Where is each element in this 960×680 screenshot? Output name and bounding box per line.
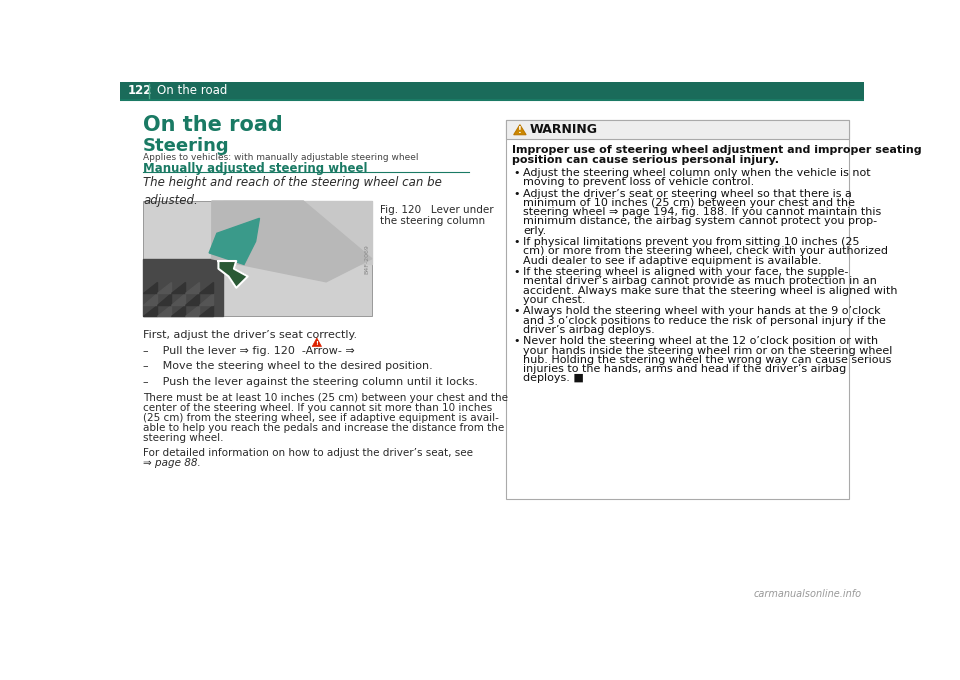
Polygon shape	[157, 293, 171, 305]
Text: accident. Always make sure that the steering wheel is aligned with: accident. Always make sure that the stee…	[523, 286, 898, 296]
Polygon shape	[514, 124, 526, 135]
Polygon shape	[209, 218, 259, 265]
Text: Audi dealer to see if adaptive equipment is available.: Audi dealer to see if adaptive equipment…	[523, 256, 822, 266]
Text: •: •	[514, 237, 520, 247]
Polygon shape	[199, 282, 213, 293]
Text: For detailed information on how to adjust the driver’s seat, see: For detailed information on how to adjus…	[143, 448, 473, 458]
Polygon shape	[185, 282, 199, 293]
Text: !: !	[518, 126, 522, 135]
Text: hub. Holding the steering wheel the wrong way can cause serious: hub. Holding the steering wheel the wron…	[523, 355, 892, 365]
Text: Applies to vehicles: with manually adjustable steering wheel: Applies to vehicles: with manually adjus…	[143, 153, 419, 163]
Text: 122: 122	[128, 84, 152, 97]
Polygon shape	[143, 282, 157, 293]
Text: Manually adjusted steering wheel: Manually adjusted steering wheel	[143, 162, 368, 175]
Text: your hands inside the steering wheel rim or on the steering wheel: your hands inside the steering wheel rim…	[523, 345, 893, 356]
Text: deploys. ■: deploys. ■	[523, 373, 584, 384]
Text: –    Pull the lever ⇒ fig. 120  -Arrow- ⇒: – Pull the lever ⇒ fig. 120 -Arrow- ⇒	[143, 345, 355, 356]
Polygon shape	[157, 305, 171, 316]
Polygon shape	[171, 293, 185, 305]
Text: On the road: On the road	[157, 84, 228, 97]
Polygon shape	[143, 293, 157, 305]
Polygon shape	[185, 293, 199, 305]
Text: moving to prevent loss of vehicle control.: moving to prevent loss of vehicle contro…	[523, 177, 755, 187]
Bar	[506, 120, 850, 499]
Text: If the steering wheel is aligned with your face, the supple-: If the steering wheel is aligned with yo…	[523, 267, 849, 277]
Bar	[143, 201, 372, 316]
Polygon shape	[199, 305, 213, 316]
Text: able to help you reach the pedals and increase the distance from the: able to help you reach the pedals and in…	[143, 424, 505, 433]
Text: the steering column: the steering column	[379, 216, 485, 226]
Text: driver’s airbag deploys.: driver’s airbag deploys.	[523, 325, 655, 335]
Text: Always hold the steering wheel with your hands at the 9 o’clock: Always hold the steering wheel with your…	[523, 307, 880, 316]
Text: •: •	[514, 168, 520, 178]
Text: •: •	[514, 337, 520, 347]
Polygon shape	[199, 293, 213, 305]
Text: .: .	[324, 345, 326, 356]
Text: minimum of 10 inches (25 cm) between your chest and the: minimum of 10 inches (25 cm) between you…	[523, 198, 855, 208]
Polygon shape	[212, 201, 372, 282]
Text: steering wheel ⇒ page 194, fig. 188. If you cannot maintain this: steering wheel ⇒ page 194, fig. 188. If …	[523, 207, 881, 217]
Text: and 3 o’clock positions to reduce the risk of personal injury if the: and 3 o’clock positions to reduce the ri…	[523, 316, 886, 326]
Polygon shape	[157, 282, 171, 293]
Text: Adjust the steering wheel column only when the vehicle is not: Adjust the steering wheel column only wh…	[523, 168, 871, 178]
Polygon shape	[219, 261, 248, 288]
Text: B4F-2069: B4F-2069	[365, 243, 370, 273]
Text: •: •	[514, 267, 520, 277]
Text: Fig. 120   Lever under: Fig. 120 Lever under	[379, 205, 493, 215]
Text: carmanualsonline.info: carmanualsonline.info	[754, 589, 862, 599]
Text: The height and reach of the steering wheel can be
adjusted.: The height and reach of the steering whe…	[143, 175, 443, 207]
Text: minimum distance, the airbag system cannot protect you prop-: minimum distance, the airbag system cann…	[523, 216, 877, 226]
Text: Adjust the driver’s seat or steering wheel so that there is a: Adjust the driver’s seat or steering whe…	[523, 188, 852, 199]
Polygon shape	[171, 305, 185, 316]
Text: If physical limitations prevent you from sitting 10 inches (25: If physical limitations prevent you from…	[523, 237, 859, 247]
Text: Steering: Steering	[143, 137, 229, 155]
Text: (25 cm) from the steering wheel, see if adaptive equipment is avail-: (25 cm) from the steering wheel, see if …	[143, 413, 499, 424]
Polygon shape	[143, 305, 157, 316]
Text: –    Move the steering wheel to the desired position.: – Move the steering wheel to the desired…	[143, 361, 433, 371]
Text: center of the steering wheel. If you cannot sit more than 10 inches: center of the steering wheel. If you can…	[143, 403, 492, 413]
Text: –    Push the lever against the steering column until it locks.: – Push the lever against the steering co…	[143, 377, 478, 386]
Polygon shape	[185, 305, 199, 316]
Bar	[506, 120, 850, 139]
Polygon shape	[224, 201, 372, 265]
Text: Improper use of steering wheel adjustment and improper seating: Improper use of steering wheel adjustmen…	[512, 145, 922, 155]
Polygon shape	[171, 282, 185, 293]
Text: your chest.: your chest.	[523, 295, 586, 305]
Text: position can cause serious personal injury.: position can cause serious personal inju…	[512, 155, 780, 165]
Text: •: •	[514, 307, 520, 316]
Polygon shape	[143, 258, 224, 316]
Text: erly.: erly.	[523, 226, 546, 235]
Text: •: •	[514, 188, 520, 199]
Text: steering wheel.: steering wheel.	[143, 433, 224, 443]
Text: ⇒ page 88.: ⇒ page 88.	[143, 458, 201, 468]
Polygon shape	[312, 338, 322, 347]
Bar	[120, 82, 864, 99]
Text: mental driver’s airbag cannot provide as much protection in an: mental driver’s airbag cannot provide as…	[523, 276, 876, 286]
Text: There must be at least 10 inches (25 cm) between your chest and the: There must be at least 10 inches (25 cm)…	[143, 394, 508, 403]
Text: !: !	[316, 341, 319, 346]
Text: injuries to the hands, arms and head if the driver’s airbag: injuries to the hands, arms and head if …	[523, 364, 847, 374]
Text: First, adjust the driver’s seat correctly.: First, adjust the driver’s seat correctl…	[143, 330, 357, 340]
Text: On the road: On the road	[143, 115, 283, 135]
Text: Never hold the steering wheel at the 12 o’clock position or with: Never hold the steering wheel at the 12 …	[523, 337, 878, 347]
Text: cm) or more from the steering wheel, check with your authorized: cm) or more from the steering wheel, che…	[523, 246, 888, 256]
Text: WARNING: WARNING	[529, 123, 597, 136]
